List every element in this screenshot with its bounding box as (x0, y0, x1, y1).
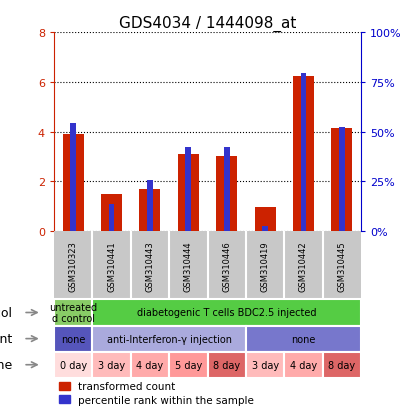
Bar (262, 227, 268, 232)
Bar (93, 326, 246, 352)
Legend: transformed count, percentile rank within the sample: transformed count, percentile rank withi… (59, 382, 254, 405)
Bar (93, 352, 131, 378)
Bar (224, 147, 229, 232)
Text: GSM310441: GSM310441 (107, 240, 116, 291)
Title: GDS4034 / 1444098_at: GDS4034 / 1444098_at (119, 16, 296, 32)
Text: none: none (291, 334, 316, 344)
Bar (63, 135, 84, 232)
Text: GSM310419: GSM310419 (261, 240, 270, 291)
Bar (339, 127, 345, 232)
Text: GSM310444: GSM310444 (184, 240, 193, 291)
Text: 3 day: 3 day (251, 360, 278, 370)
Text: untreated
d control: untreated d control (49, 302, 97, 323)
Bar (70, 123, 76, 232)
Text: 0 day: 0 day (60, 360, 87, 370)
Text: GSM310323: GSM310323 (68, 240, 78, 291)
Bar (169, 352, 208, 378)
Bar (101, 194, 122, 232)
Bar (93, 300, 361, 326)
Text: none: none (61, 334, 85, 344)
Bar (147, 180, 153, 232)
Bar (246, 352, 284, 378)
Text: GSM310442: GSM310442 (299, 240, 308, 291)
Text: protocol: protocol (0, 306, 12, 319)
Text: GSM310443: GSM310443 (145, 240, 154, 291)
Text: 8 day: 8 day (213, 360, 240, 370)
Text: time: time (0, 358, 12, 371)
Bar (109, 204, 115, 232)
Bar (54, 300, 92, 326)
Bar (139, 189, 161, 232)
Text: diabetogenic T cells BDC2.5 injected: diabetogenic T cells BDC2.5 injected (137, 308, 317, 318)
Text: agent: agent (0, 332, 12, 345)
Text: 5 day: 5 day (175, 360, 202, 370)
Text: 4 day: 4 day (137, 360, 164, 370)
Bar (186, 147, 191, 232)
Bar (246, 326, 361, 352)
Bar (293, 76, 314, 232)
Bar (254, 208, 276, 232)
Bar (216, 157, 237, 232)
Bar (323, 352, 361, 378)
Bar (54, 326, 92, 352)
Bar (178, 154, 199, 232)
Bar (208, 352, 246, 378)
Text: anti-Interferon-γ injection: anti-Interferon-γ injection (107, 334, 232, 344)
Bar (331, 128, 352, 232)
Bar (300, 74, 306, 232)
Bar (54, 352, 92, 378)
Bar (131, 352, 169, 378)
Bar (284, 352, 323, 378)
Text: GSM310446: GSM310446 (222, 240, 231, 291)
Text: 3 day: 3 day (98, 360, 125, 370)
Text: GSM310445: GSM310445 (337, 240, 347, 291)
Text: 8 day: 8 day (328, 360, 355, 370)
Text: 4 day: 4 day (290, 360, 317, 370)
